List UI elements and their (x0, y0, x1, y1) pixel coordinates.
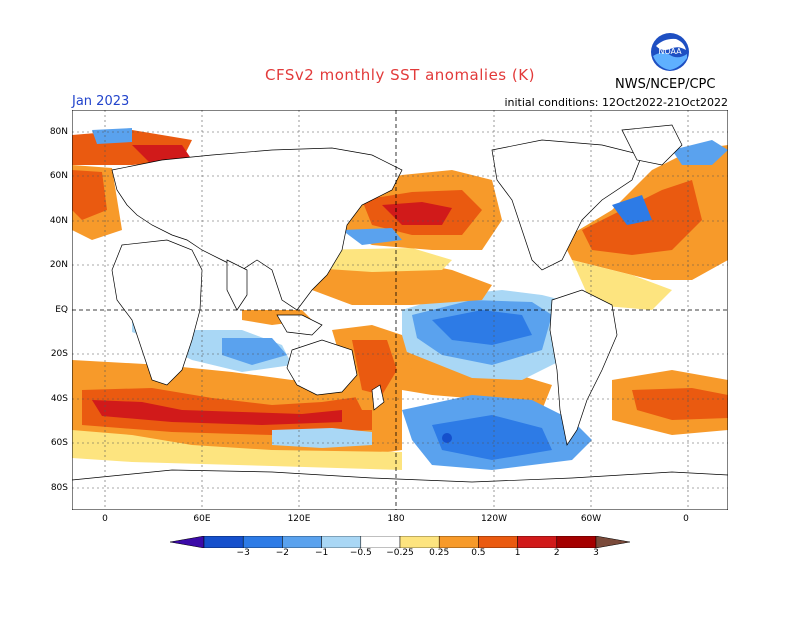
lat-label-80n: 80N (49, 127, 68, 137)
colorbar-tick-label: −3 (236, 548, 250, 558)
lon-label-120w: 120W (480, 514, 508, 524)
lat-label-40s: 40S (50, 394, 68, 404)
noaa-logo: NOAA (650, 32, 690, 72)
west-pacific-warm (242, 248, 492, 410)
lat-label-20s: 20S (50, 349, 68, 359)
lon-label-120e: 120E (287, 514, 311, 524)
colorbar-swatch (282, 536, 322, 548)
colorbar-swatch (321, 536, 362, 548)
colorbar-tick-label: −2 (275, 548, 290, 558)
colorbar-swatch (360, 536, 401, 548)
map-reference-lines (72, 110, 728, 510)
colorbar-swatch (203, 536, 244, 548)
lon-label-0-east: 0 (683, 514, 689, 524)
colorbar-tick-label: 0.25 (429, 548, 450, 558)
colorbar-swatch (438, 536, 479, 548)
colorbar-tick-label: 3 (593, 548, 599, 558)
lat-label-40n: 40N (49, 216, 68, 226)
lon-label-60e: 60E (193, 514, 211, 524)
lat-label-60s: 60S (50, 438, 68, 448)
colorbar-swatch (478, 536, 518, 548)
colorbar-tick-label: 0.5 (471, 548, 486, 558)
colorbar-tick-label: −0.5 (349, 548, 372, 558)
lat-label-eq: EQ (55, 305, 68, 315)
agency-label: NWS/NCEP/CPC (615, 77, 716, 92)
sst-anomaly-map (72, 110, 728, 510)
lon-label-0: 0 (102, 514, 108, 524)
lat-label-60n: 60N (49, 171, 68, 181)
colorbar-arrow-low (170, 536, 205, 548)
anomaly-colorbar (170, 536, 630, 548)
noaa-logo-text: NOAA (658, 47, 682, 56)
lat-label-80s: 80S (50, 483, 68, 493)
lat-label-20n: 20N (49, 260, 68, 270)
colorbar-swatch (242, 536, 283, 548)
colorbar-tick-label: −0.25 (386, 548, 414, 558)
colorbar-swatch (556, 536, 597, 548)
colorbar-swatch (399, 536, 440, 548)
colorbar-tick-label: 2 (553, 548, 560, 558)
initial-conditions: initial conditions: 12Oct2022-21Oct2022 (504, 96, 728, 109)
colorbar-tick-label: −1 (314, 548, 329, 558)
forecast-month: Jan 2023 (72, 94, 130, 109)
colorbar-tick-label: 1 (514, 548, 521, 558)
arctic-warm (72, 128, 192, 240)
equatorial-cool-tongue (402, 290, 562, 380)
land-masses (72, 124, 728, 510)
lon-label-60w: 60W (580, 514, 602, 524)
lon-label-180: 180 (387, 514, 405, 524)
colorbar-arrow-high (595, 536, 630, 548)
colorbar-swatch (517, 536, 558, 548)
chart-title: CFSv2 monthly SST anomalies (K) (265, 66, 535, 84)
